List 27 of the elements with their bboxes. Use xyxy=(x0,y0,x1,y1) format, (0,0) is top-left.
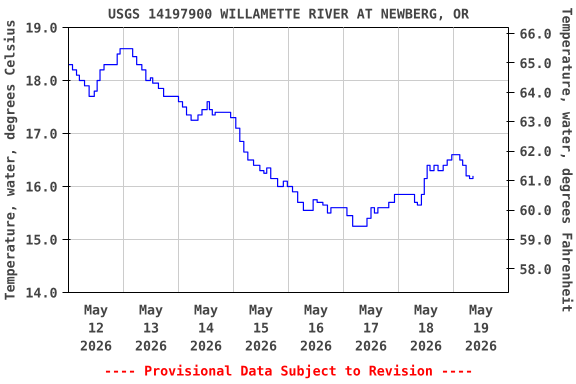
y2-tick-label: 63.0 xyxy=(520,116,552,131)
x-tick-label: May 13 2026 xyxy=(134,304,168,354)
y-tick-label: 15.0 xyxy=(25,234,58,248)
y-axis-title: Temperature, water, degrees Celsius xyxy=(3,20,18,300)
x-tick-label: May 12 2026 xyxy=(80,304,112,354)
y-tick-label: 14.0 xyxy=(25,286,58,302)
x-tick-label: May 16 2026 xyxy=(300,304,332,354)
y2-tick-label: 65.0 xyxy=(520,56,552,72)
y2-tick-label: 60.0 xyxy=(520,204,552,220)
y-tick-label: 18.0 xyxy=(25,74,58,90)
y-tick-label: 16.0 xyxy=(25,180,58,196)
x-tick-label: May 19 2026 xyxy=(464,304,498,354)
y2-tick-label: 59.0 xyxy=(520,234,552,248)
y2-tick-label: 62.0 xyxy=(520,145,552,160)
x-tick-label: May 14 2026 xyxy=(190,304,222,354)
x-tick-label: May 15 2026 xyxy=(244,304,278,354)
y2-tick-label: 58.0 xyxy=(520,262,552,278)
y2-tick-label: 66.0 xyxy=(520,27,552,42)
y2-tick-label: 61.0 xyxy=(520,174,552,190)
y2-axis-title: Temperature, water, degrees Fahrenheit xyxy=(558,8,574,312)
x-tick-label: May 17 2026 xyxy=(354,304,388,354)
text: ---- Provisional Data Subject to Revision ---- xyxy=(104,364,474,380)
chart-title: USGS 14197900 WILLAMETTE RIVER AT NEWBERG, OR xyxy=(108,8,470,22)
y2-tick-label: 64.0 xyxy=(520,86,552,102)
x-tick-label: May 18 2026 xyxy=(410,304,442,354)
y-tick-label: 17.0 xyxy=(25,128,58,142)
y-tick-label: 19.0 xyxy=(25,22,58,36)
